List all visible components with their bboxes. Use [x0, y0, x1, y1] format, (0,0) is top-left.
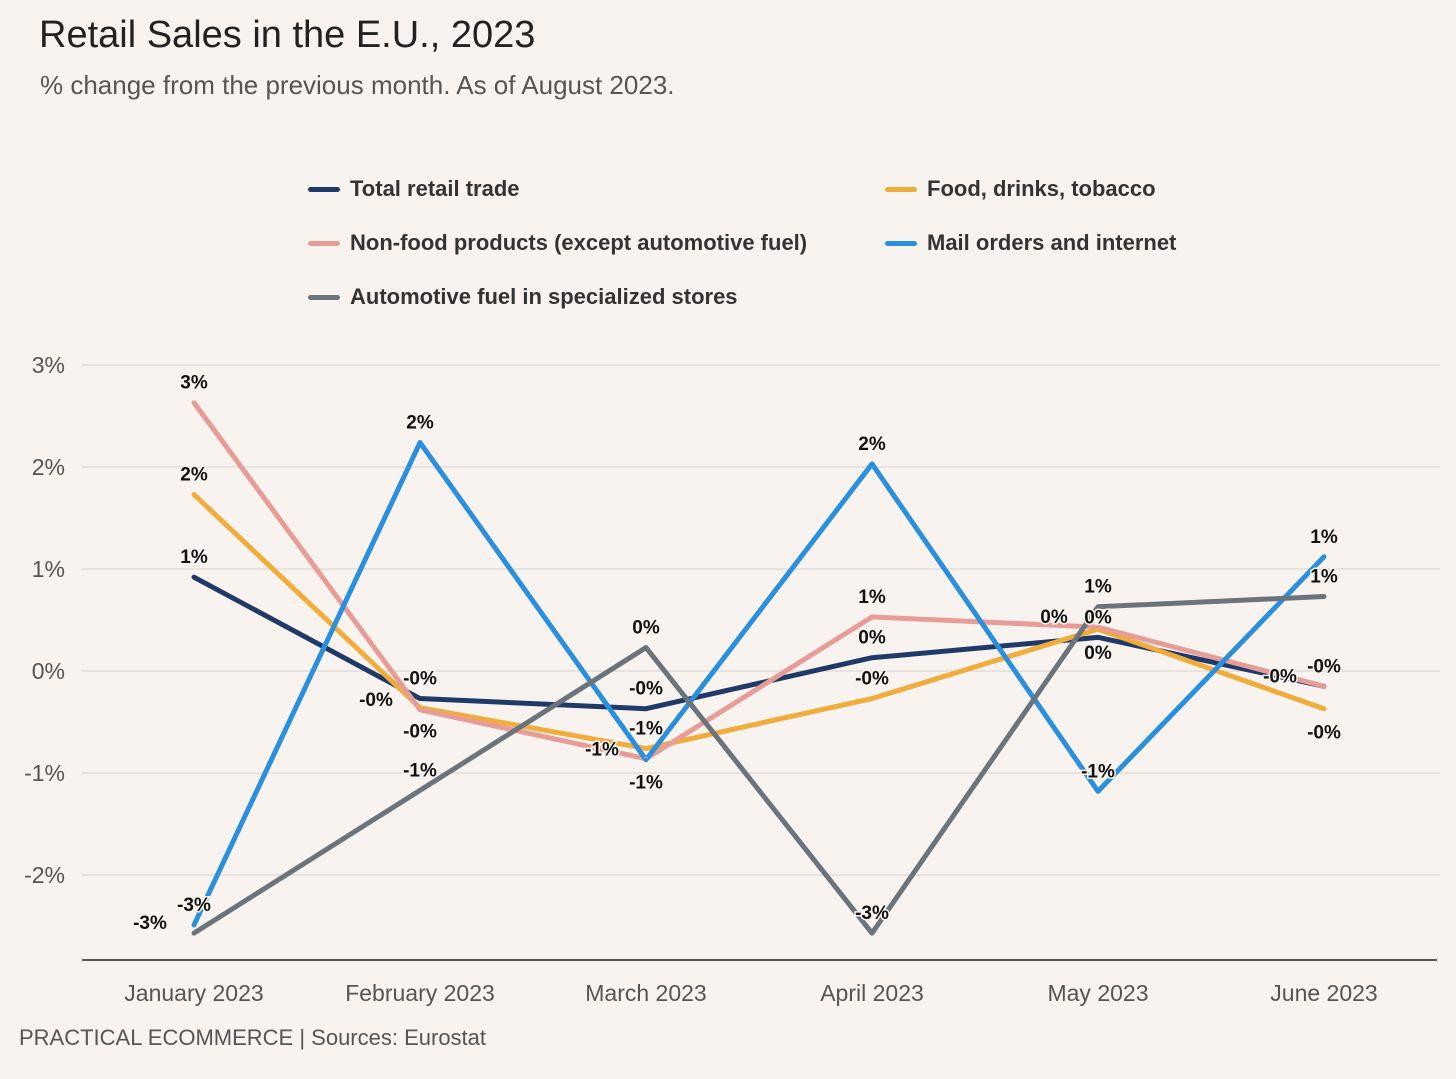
data-label: -1% — [1081, 761, 1115, 782]
data-label: 1% — [1084, 577, 1112, 598]
data-point — [1096, 635, 1100, 640]
data-label: 0% — [858, 628, 886, 649]
x-tick-label: May 2023 — [1047, 980, 1148, 1006]
data-point — [192, 931, 196, 936]
y-tick-label: -2% — [24, 862, 65, 888]
data-point — [192, 575, 196, 580]
data-label: 0% — [1084, 607, 1112, 628]
source-footer: PRACTICAL ECOMMERCE | Sources: Eurostat — [19, 1025, 487, 1050]
legend-swatch — [885, 186, 917, 192]
data-label: -1% — [585, 740, 619, 761]
data-label: 2% — [406, 413, 434, 434]
data-point — [418, 707, 422, 712]
data-label: 0% — [1040, 607, 1068, 628]
legend-item-total: Total retail trade — [308, 176, 520, 202]
data-label: 1% — [180, 547, 208, 568]
data-point — [644, 746, 648, 751]
data-point — [644, 706, 648, 711]
data-label: 0% — [1084, 643, 1112, 664]
data-point — [1322, 594, 1326, 599]
data-label: -3% — [855, 903, 889, 924]
data-label: -1% — [629, 719, 663, 740]
y-tick-label: 1% — [32, 556, 65, 582]
legend-label: Automotive fuel in specialized stores — [350, 284, 738, 309]
data-label: 0% — [632, 618, 660, 639]
legend-label: Non-food products (except automotive fue… — [350, 230, 808, 255]
data-label: 1% — [858, 587, 886, 608]
series-line-4 — [191, 594, 1327, 936]
series-line-3 — [191, 440, 1327, 928]
data-point — [870, 655, 874, 660]
data-label: -0% — [403, 669, 437, 690]
data-point — [870, 931, 874, 936]
data-point — [644, 645, 648, 650]
data-label: -3% — [133, 913, 167, 934]
data-point — [192, 492, 196, 497]
legend-swatch — [308, 186, 340, 192]
legend-swatch — [308, 294, 340, 300]
data-point — [1322, 684, 1326, 689]
data-label: 2% — [180, 465, 208, 486]
legend-item-fuel: Automotive fuel in specialized stores — [308, 284, 738, 310]
legend-label: Food, drinks, tobacco — [927, 176, 1156, 201]
legend-item-food: Food, drinks, tobacco — [885, 176, 1156, 202]
series-line-0 — [191, 574, 1327, 712]
x-tick-label: January 2023 — [124, 980, 263, 1006]
data-label: 1% — [1310, 567, 1338, 588]
data-label: -0% — [1263, 666, 1297, 687]
legend-swatch — [308, 240, 340, 246]
data-label: -0% — [629, 679, 663, 700]
data-label: -0% — [1307, 723, 1341, 744]
data-point — [1096, 604, 1100, 609]
data-point — [644, 757, 648, 762]
data-label: -1% — [403, 760, 437, 781]
series-line-1 — [191, 492, 1327, 752]
data-point — [870, 614, 874, 619]
data-label: 1% — [1310, 527, 1338, 548]
data-label: -1% — [629, 773, 663, 794]
data-point — [192, 922, 196, 927]
legend-label: Total retail trade — [350, 176, 520, 201]
data-point — [418, 440, 422, 445]
legend-item-nonfood: Non-food products (except automotive fue… — [308, 230, 807, 256]
series-line-2 — [191, 400, 1327, 762]
x-tick-label: February 2023 — [345, 980, 495, 1006]
chart-title: Retail Sales in the E.U., 2023 — [39, 14, 536, 56]
x-tick-label: June 2023 — [1270, 980, 1377, 1006]
data-point — [1322, 706, 1326, 711]
data-label: 3% — [180, 373, 208, 394]
y-tick-label: 3% — [32, 352, 65, 378]
data-point — [418, 788, 422, 793]
legend-swatch — [885, 240, 917, 246]
chart-subtitle: % change from the previous month. As of … — [40, 70, 675, 100]
data-point — [1096, 789, 1100, 794]
legend-item-mail: Mail orders and internet — [885, 230, 1176, 256]
data-label: -0% — [1307, 656, 1341, 677]
data-label: 2% — [858, 434, 886, 455]
data-label: -0% — [403, 722, 437, 743]
data-point — [1322, 554, 1326, 559]
data-label: -0% — [855, 669, 889, 690]
x-tick-label: March 2023 — [585, 980, 706, 1006]
data-label: -3% — [177, 895, 211, 916]
data-point — [192, 400, 196, 405]
data-point — [870, 461, 874, 466]
y-tick-label: -1% — [24, 760, 65, 786]
x-tick-label: April 2023 — [820, 980, 924, 1006]
data-point — [1096, 625, 1100, 630]
data-point — [870, 696, 874, 701]
y-tick-label: 0% — [32, 658, 65, 684]
y-tick-label: 2% — [32, 454, 65, 480]
data-point — [418, 696, 422, 701]
data-label: -0% — [359, 690, 393, 711]
legend-label: Mail orders and internet — [927, 230, 1177, 255]
